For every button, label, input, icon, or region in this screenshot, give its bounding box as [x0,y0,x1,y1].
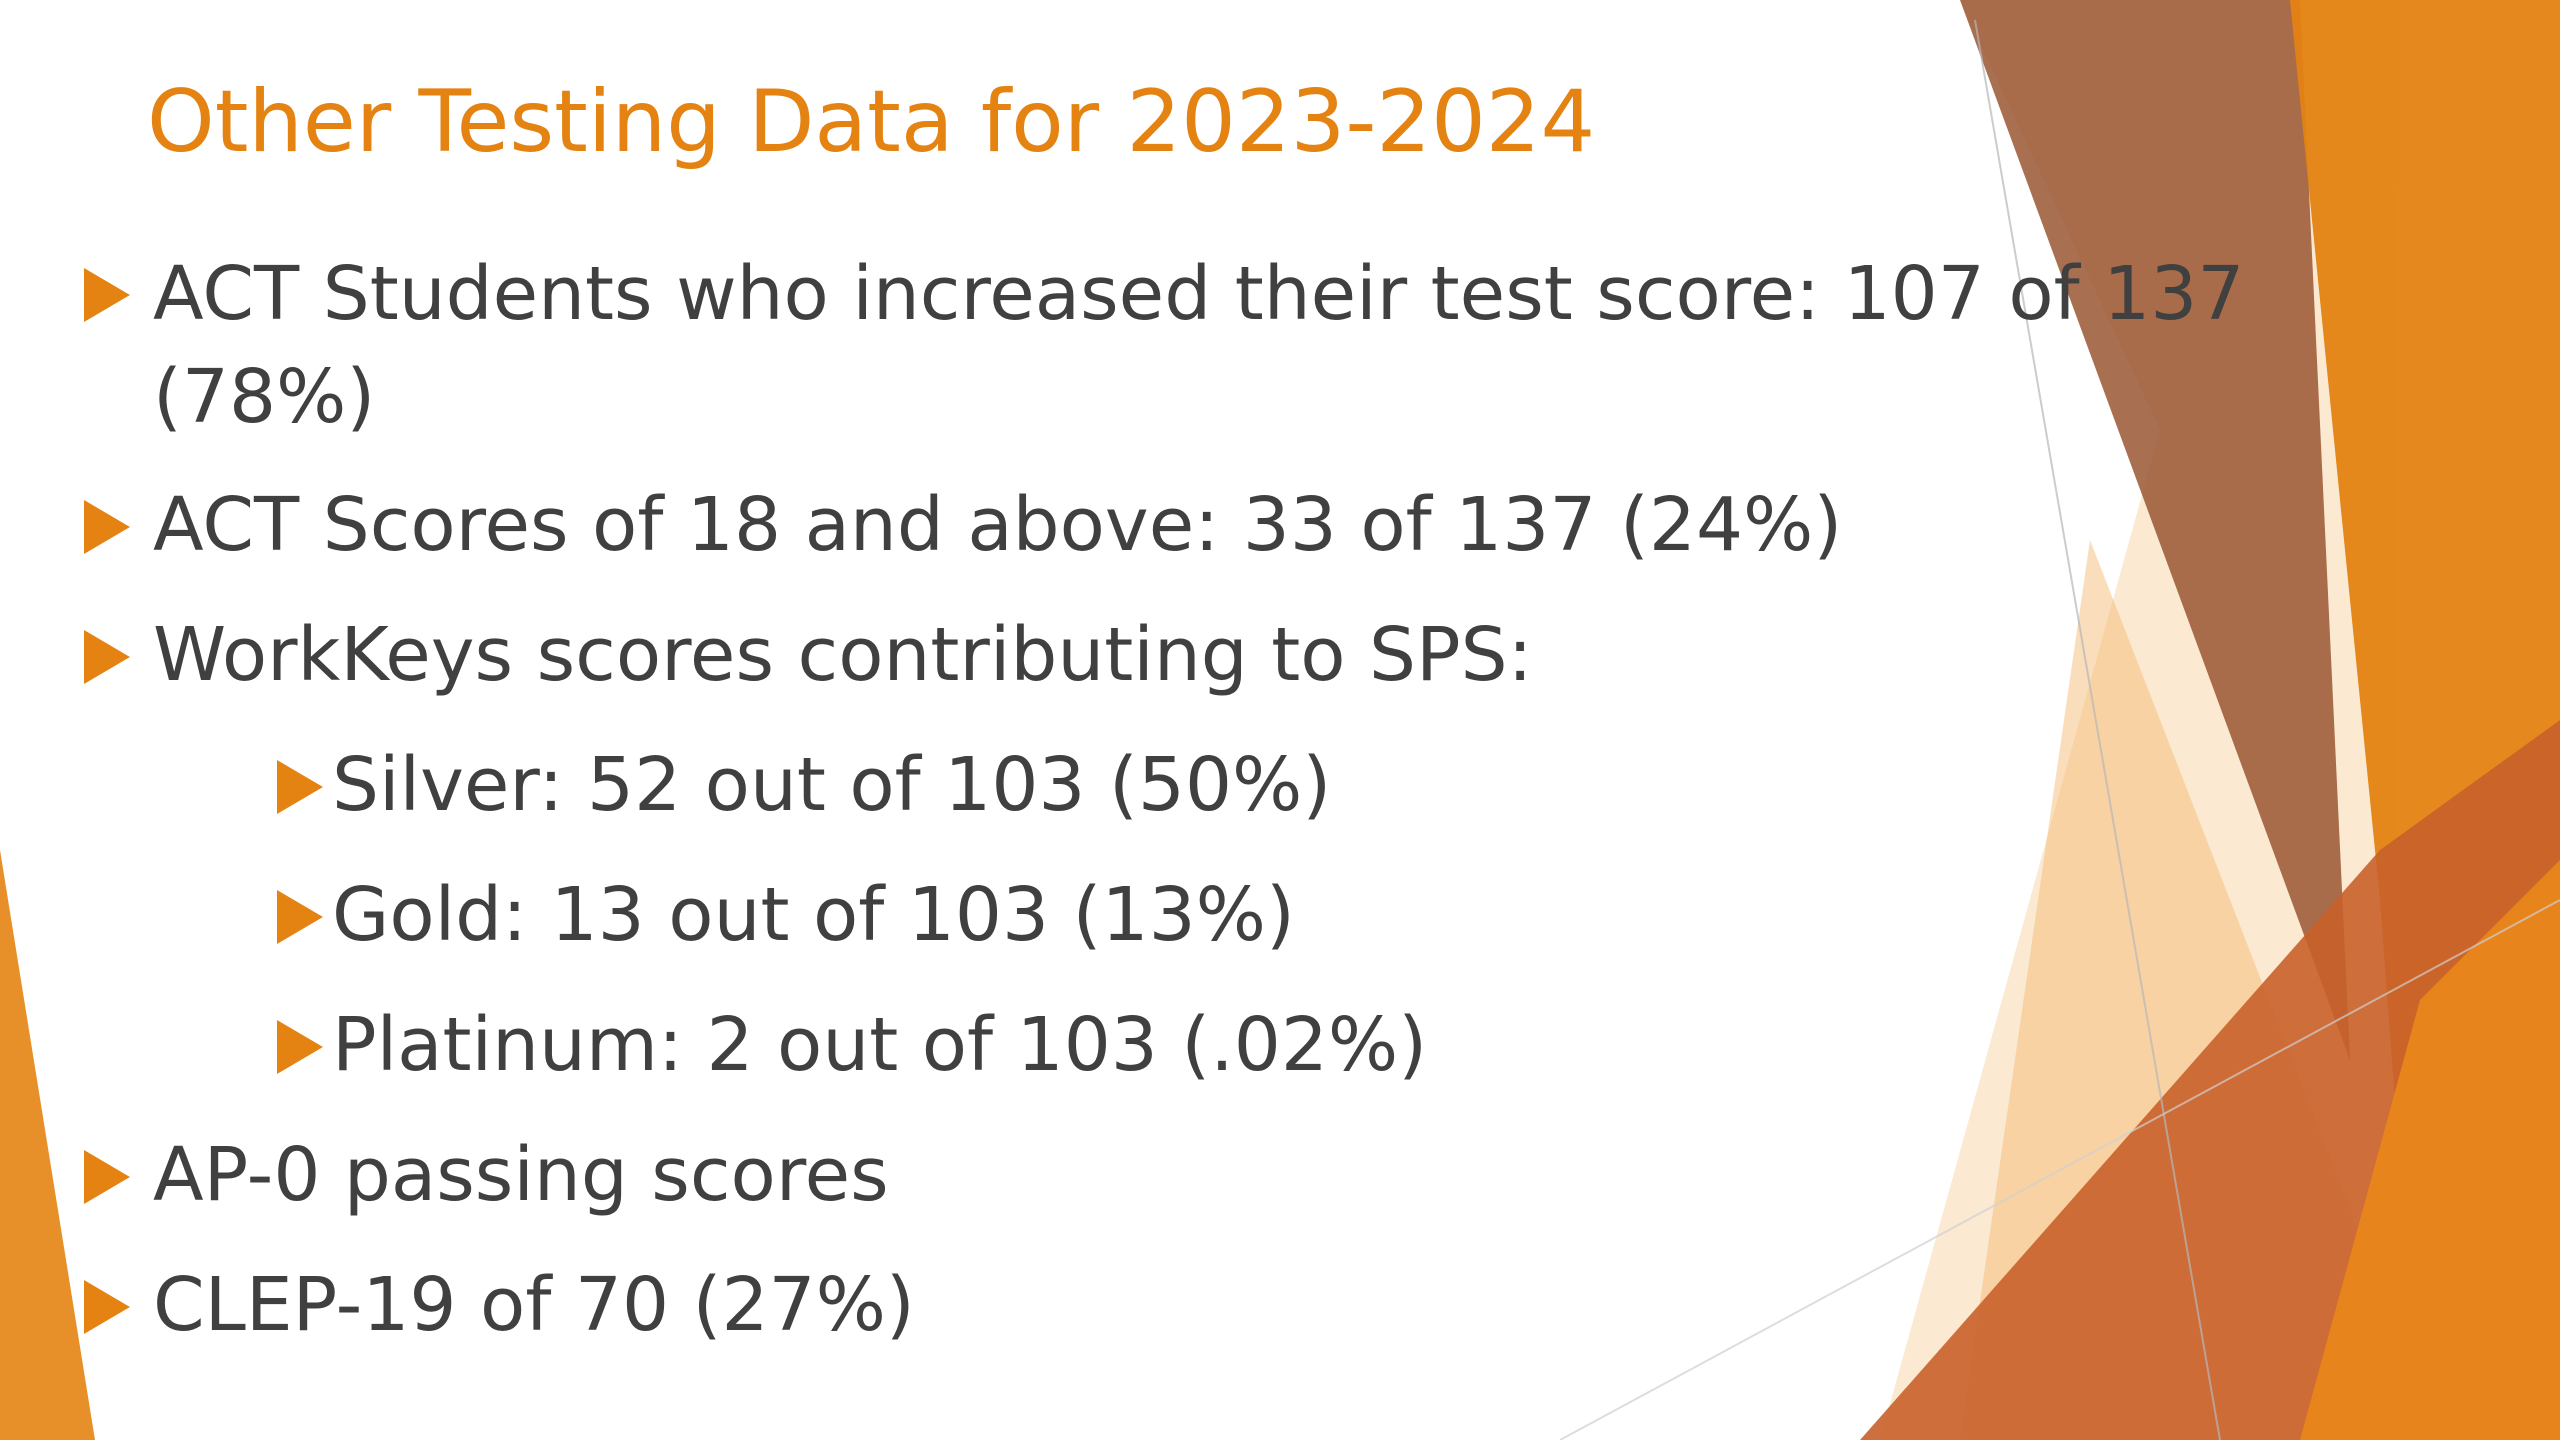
right-accent-shape-brown [1960,0,2350,1060]
bullet-text: Silver: 52 out of 103 (50%) [332,742,1332,828]
bullet-text: Gold: 13 out of 103 (13%) [332,872,1295,958]
triangle-arrow-right-icon [84,630,130,684]
right-accent-shape-bright [2300,860,2560,1440]
triangle-arrow-right-icon [84,1150,130,1204]
decor-line [1559,899,2560,1440]
slide-title: Other Testing Data for 2023-2024 [147,72,1596,172]
triangle-arrow-right-icon [84,1280,130,1334]
bullet-text: AP-0 passing scores [153,1132,889,1218]
bullet-text: Platinum: 2 out of 103 (.02%) [332,1002,1428,1088]
decor-line [1974,19,2221,1440]
bullet-text: CLEP-19 of 70 (27%) [153,1262,915,1348]
left-accent-shape [0,850,95,1440]
triangle-arrow-right-icon [277,760,323,814]
bullet-text: ACT Students who increased their test sc… [153,251,2245,337]
triangle-arrow-right-icon [277,1020,323,1074]
bullet-text-continuation: (78%) [153,354,376,440]
bullet-text: WorkKeys scores contributing to SPS: [153,612,1533,698]
triangle-arrow-right-icon [277,890,323,944]
triangle-arrow-right-icon [84,268,130,322]
triangle-arrow-right-icon [84,500,130,554]
bullet-text: ACT Scores of 18 and above: 33 of 137 (2… [153,482,1843,568]
